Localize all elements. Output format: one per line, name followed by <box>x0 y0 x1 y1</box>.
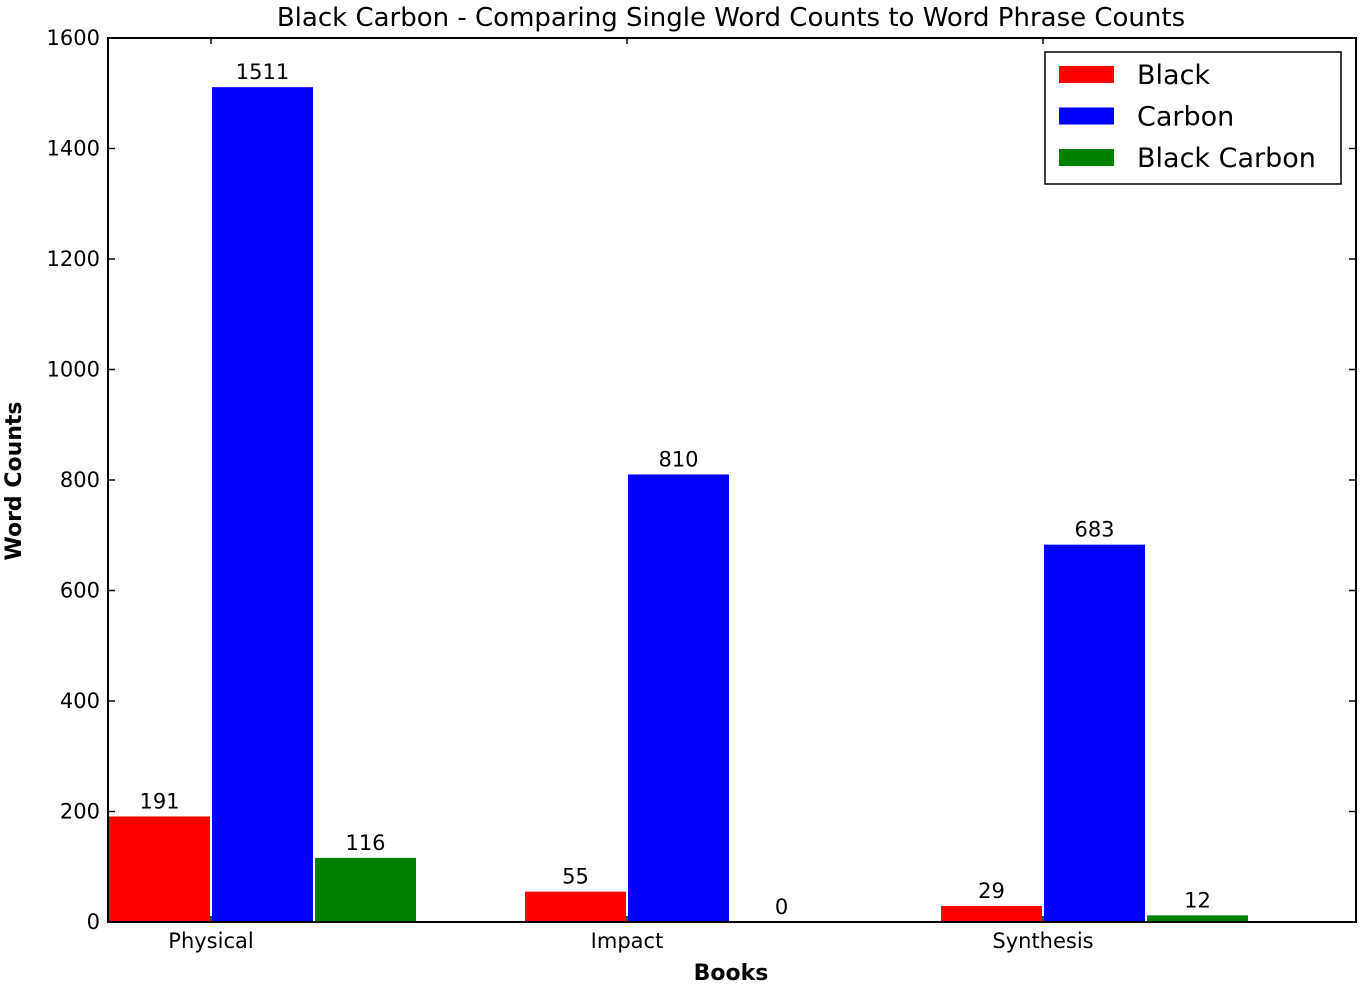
x-tick-label: Synthesis <box>992 929 1093 953</box>
data-label: 1511 <box>236 60 289 84</box>
bar-black-carbon-synthesis <box>1147 915 1248 922</box>
y-tick-label: 0 <box>87 910 100 934</box>
y-tick-label: 600 <box>60 579 100 603</box>
data-label: 29 <box>978 879 1005 903</box>
plot-frame <box>107 37 1357 923</box>
chart-title: Black Carbon - Comparing Single Word Cou… <box>277 3 1185 33</box>
y-tick-label: 1000 <box>47 358 100 382</box>
data-label: 191 <box>139 789 179 813</box>
legend-label: Carbon <box>1137 102 1234 133</box>
bar-black-synthesis <box>941 905 1042 922</box>
x-tick-label: Impact <box>591 929 664 953</box>
x-axis-label: Books <box>694 961 769 985</box>
data-label: 0 <box>775 895 788 919</box>
data-label: 116 <box>345 831 385 855</box>
y-tick-label: 1600 <box>47 26 100 50</box>
data-label: 55 <box>562 865 589 889</box>
y-tick-label: 1400 <box>47 137 100 161</box>
bar-black-physical <box>109 816 210 922</box>
legend-swatch <box>1059 66 1114 83</box>
legend: Black Carbon Black Carbon <box>1044 51 1342 185</box>
bar-black-carbon-physical <box>315 857 416 922</box>
bar-carbon-impact <box>628 474 729 922</box>
bar-carbon-physical <box>212 87 313 923</box>
data-label: 683 <box>1074 518 1114 542</box>
data-label: 810 <box>658 447 698 471</box>
data-label: 12 <box>1184 888 1211 912</box>
x-tick-label: Physical <box>168 929 253 953</box>
y-tick-label: 1200 <box>47 247 100 271</box>
bar-carbon-synthesis <box>1044 544 1145 922</box>
bar-black-impact <box>525 891 626 922</box>
legend-label: Black <box>1137 60 1210 91</box>
y-tick-label: 800 <box>60 468 100 492</box>
y-tick-label: 200 <box>60 800 100 824</box>
ticks-group: Physical Impact Synthesis 0 200 400 600 800 1000… <box>47 26 1356 953</box>
y-tick-label: 400 <box>60 689 100 713</box>
legend-swatch <box>1059 149 1114 166</box>
legend-label: Black Carbon <box>1137 143 1316 174</box>
bars-group: 191 1511 116 55 810 0 29 683 12 <box>109 60 1248 923</box>
legend-swatch <box>1059 107 1114 125</box>
y-axis-label: Word Counts <box>2 401 27 560</box>
